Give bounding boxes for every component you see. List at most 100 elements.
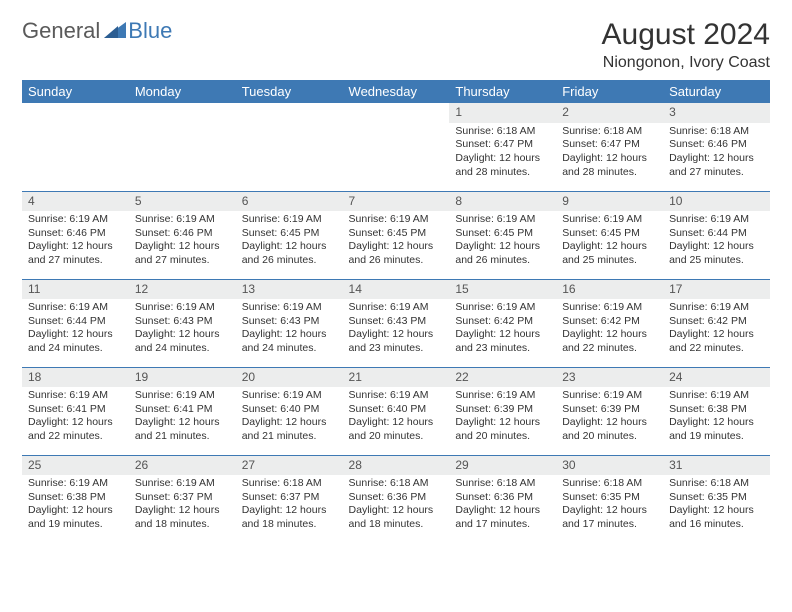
sunset-text: Sunset: 6:37 PM [135,491,230,505]
sunset-text: Sunset: 6:42 PM [562,315,657,329]
daylight-text: Daylight: 12 hours and 21 minutes. [135,416,230,443]
daylight-text: Daylight: 12 hours and 18 minutes. [135,504,230,531]
daylight-text: Daylight: 12 hours and 26 minutes. [242,240,337,267]
day-body: Sunrise: 6:19 AMSunset: 6:45 PMDaylight:… [236,211,343,272]
daylight-text: Daylight: 12 hours and 25 minutes. [562,240,657,267]
calendar-day-cell [22,103,129,191]
calendar-day-cell: 16Sunrise: 6:19 AMSunset: 6:42 PMDayligh… [556,279,663,367]
day-body: Sunrise: 6:19 AMSunset: 6:45 PMDaylight:… [343,211,450,272]
sunset-text: Sunset: 6:35 PM [669,491,764,505]
daylight-text: Daylight: 12 hours and 23 minutes. [455,328,550,355]
day-number: 14 [343,280,450,300]
daylight-text: Daylight: 12 hours and 27 minutes. [28,240,123,267]
day-number: 26 [129,456,236,476]
sunrise-text: Sunrise: 6:19 AM [455,301,550,315]
logo: General Blue [22,18,172,44]
sunset-text: Sunset: 6:35 PM [562,491,657,505]
daylight-text: Daylight: 12 hours and 24 minutes. [135,328,230,355]
sunset-text: Sunset: 6:45 PM [455,227,550,241]
calendar-day-cell: 5Sunrise: 6:19 AMSunset: 6:46 PMDaylight… [129,191,236,279]
day-number: 11 [22,280,129,300]
sunset-text: Sunset: 6:40 PM [349,403,444,417]
weekday-header-row: SundayMondayTuesdayWednesdayThursdayFrid… [22,80,770,103]
calendar-day-cell [129,103,236,191]
day-body: Sunrise: 6:19 AMSunset: 6:46 PMDaylight:… [129,211,236,272]
sunrise-text: Sunrise: 6:19 AM [28,301,123,315]
daylight-text: Daylight: 12 hours and 17 minutes. [455,504,550,531]
daylight-text: Daylight: 12 hours and 23 minutes. [349,328,444,355]
sunset-text: Sunset: 6:38 PM [28,491,123,505]
day-body: Sunrise: 6:19 AMSunset: 6:38 PMDaylight:… [22,475,129,536]
daylight-text: Daylight: 12 hours and 16 minutes. [669,504,764,531]
daylight-text: Daylight: 12 hours and 19 minutes. [669,416,764,443]
daylight-text: Daylight: 12 hours and 27 minutes. [135,240,230,267]
day-number: 19 [129,368,236,388]
sunrise-text: Sunrise: 6:19 AM [242,213,337,227]
calendar-day-cell: 1Sunrise: 6:18 AMSunset: 6:47 PMDaylight… [449,103,556,191]
sunrise-text: Sunrise: 6:18 AM [242,477,337,491]
daylight-text: Daylight: 12 hours and 17 minutes. [562,504,657,531]
logo-text-general: General [22,18,100,44]
calendar-table: SundayMondayTuesdayWednesdayThursdayFrid… [22,80,770,543]
calendar-week-row: 18Sunrise: 6:19 AMSunset: 6:41 PMDayligh… [22,367,770,455]
day-number: 28 [343,456,450,476]
day-number: 3 [663,103,770,123]
calendar-day-cell: 12Sunrise: 6:19 AMSunset: 6:43 PMDayligh… [129,279,236,367]
sunrise-text: Sunrise: 6:18 AM [562,125,657,139]
sunset-text: Sunset: 6:47 PM [455,138,550,152]
day-body: Sunrise: 6:19 AMSunset: 6:43 PMDaylight:… [129,299,236,360]
day-body: Sunrise: 6:19 AMSunset: 6:45 PMDaylight:… [556,211,663,272]
sunrise-text: Sunrise: 6:19 AM [349,389,444,403]
sunrise-text: Sunrise: 6:19 AM [455,213,550,227]
sunset-text: Sunset: 6:41 PM [28,403,123,417]
weekday-header: Wednesday [343,80,450,103]
day-number: 27 [236,456,343,476]
calendar-day-cell: 14Sunrise: 6:19 AMSunset: 6:43 PMDayligh… [343,279,450,367]
calendar-day-cell: 19Sunrise: 6:19 AMSunset: 6:41 PMDayligh… [129,367,236,455]
daylight-text: Daylight: 12 hours and 26 minutes. [349,240,444,267]
sunrise-text: Sunrise: 6:19 AM [242,301,337,315]
day-body: Sunrise: 6:19 AMSunset: 6:41 PMDaylight:… [22,387,129,448]
sunrise-text: Sunrise: 6:19 AM [135,301,230,315]
sunrise-text: Sunrise: 6:19 AM [135,389,230,403]
sunset-text: Sunset: 6:40 PM [242,403,337,417]
sunrise-text: Sunrise: 6:18 AM [669,477,764,491]
sunset-text: Sunset: 6:42 PM [455,315,550,329]
sunrise-text: Sunrise: 6:19 AM [28,477,123,491]
day-number: 20 [236,368,343,388]
day-body: Sunrise: 6:19 AMSunset: 6:45 PMDaylight:… [449,211,556,272]
calendar-day-cell: 18Sunrise: 6:19 AMSunset: 6:41 PMDayligh… [22,367,129,455]
sunrise-text: Sunrise: 6:19 AM [28,389,123,403]
day-number: 24 [663,368,770,388]
calendar-day-cell: 24Sunrise: 6:19 AMSunset: 6:38 PMDayligh… [663,367,770,455]
daylight-text: Daylight: 12 hours and 20 minutes. [349,416,444,443]
sunrise-text: Sunrise: 6:19 AM [135,213,230,227]
weekday-header: Thursday [449,80,556,103]
calendar-day-cell [236,103,343,191]
calendar-day-cell: 29Sunrise: 6:18 AMSunset: 6:36 PMDayligh… [449,455,556,543]
page-title: August 2024 [602,18,770,52]
sunset-text: Sunset: 6:45 PM [349,227,444,241]
day-body: Sunrise: 6:19 AMSunset: 6:43 PMDaylight:… [236,299,343,360]
day-body: Sunrise: 6:19 AMSunset: 6:44 PMDaylight:… [22,299,129,360]
sunrise-text: Sunrise: 6:19 AM [562,389,657,403]
daylight-text: Daylight: 12 hours and 22 minutes. [669,328,764,355]
sunset-text: Sunset: 6:46 PM [669,138,764,152]
day-number: 31 [663,456,770,476]
day-body: Sunrise: 6:19 AMSunset: 6:39 PMDaylight:… [556,387,663,448]
sunset-text: Sunset: 6:43 PM [242,315,337,329]
day-body: Sunrise: 6:19 AMSunset: 6:42 PMDaylight:… [556,299,663,360]
sunset-text: Sunset: 6:42 PM [669,315,764,329]
day-body: Sunrise: 6:19 AMSunset: 6:40 PMDaylight:… [343,387,450,448]
calendar-week-row: 1Sunrise: 6:18 AMSunset: 6:47 PMDaylight… [22,103,770,191]
weekday-header: Saturday [663,80,770,103]
sunset-text: Sunset: 6:45 PM [242,227,337,241]
daylight-text: Daylight: 12 hours and 19 minutes. [28,504,123,531]
sunset-text: Sunset: 6:41 PM [135,403,230,417]
calendar-week-row: 25Sunrise: 6:19 AMSunset: 6:38 PMDayligh… [22,455,770,543]
daylight-text: Daylight: 12 hours and 20 minutes. [455,416,550,443]
day-number: 22 [449,368,556,388]
sunrise-text: Sunrise: 6:19 AM [669,213,764,227]
calendar-day-cell: 28Sunrise: 6:18 AMSunset: 6:36 PMDayligh… [343,455,450,543]
day-number: 21 [343,368,450,388]
